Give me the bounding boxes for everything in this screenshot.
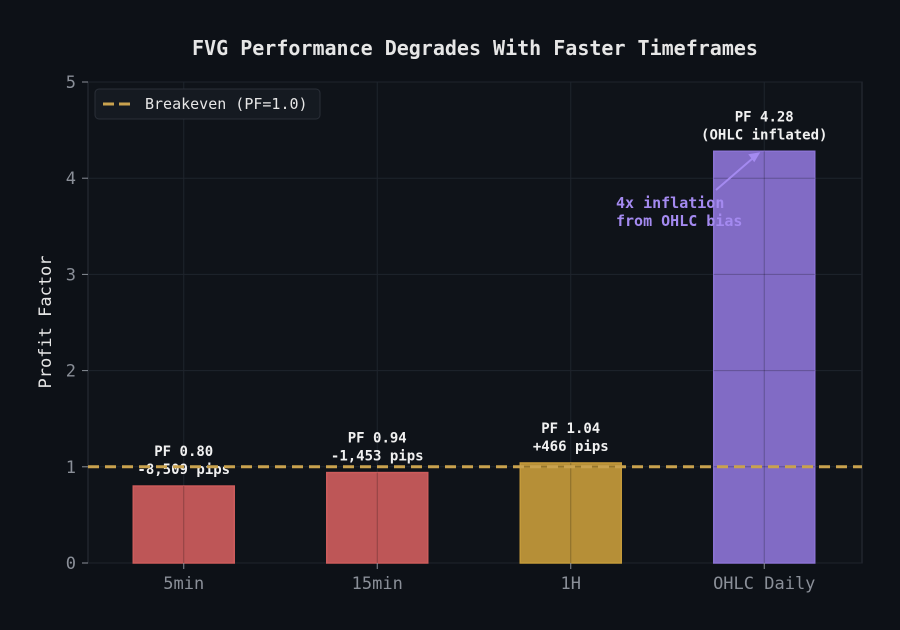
- data-label: PF 4.28: [735, 109, 794, 125]
- y-axis-label: Profit Factor: [36, 255, 56, 388]
- legend: [94, 88, 321, 120]
- legend-label: Breakeven (PF=1.0): [145, 95, 308, 113]
- x-tick-label: 5min: [163, 574, 204, 594]
- data-label: (OHLC inflated): [701, 127, 827, 143]
- data-label: -1,453 pips: [331, 449, 424, 465]
- bar-15min: [326, 471, 429, 564]
- chart-title: FVG Performance Degrades With Faster Tim…: [192, 36, 758, 60]
- y-tick-label: 4: [66, 169, 76, 189]
- x-tick-label: 1H: [561, 574, 581, 594]
- data-label: +466 pips: [533, 439, 609, 455]
- annotation-arrow: [715, 154, 757, 191]
- annotation-text: from OHLC bias: [616, 212, 742, 230]
- x-tick-label: 15min: [352, 574, 403, 594]
- bar-ohlc-daily: [713, 150, 816, 564]
- arrow-head-icon: [748, 152, 761, 163]
- y-tick-label: 2: [66, 362, 76, 382]
- data-label: -8,509 pips: [137, 462, 230, 478]
- data-label: PF 0.80: [154, 444, 213, 460]
- y-tick-label: 5: [66, 73, 76, 93]
- y-tick-label: 0: [66, 554, 76, 574]
- y-tick-label: 1: [66, 458, 76, 478]
- x-tick-label: OHLC Daily: [713, 574, 815, 594]
- y-tick-label: 3: [66, 265, 76, 285]
- data-label: PF 1.04: [541, 421, 600, 437]
- bar-1h: [519, 462, 622, 564]
- data-label: PF 0.94: [348, 431, 407, 447]
- annotation-text: 4x inflation: [616, 194, 724, 212]
